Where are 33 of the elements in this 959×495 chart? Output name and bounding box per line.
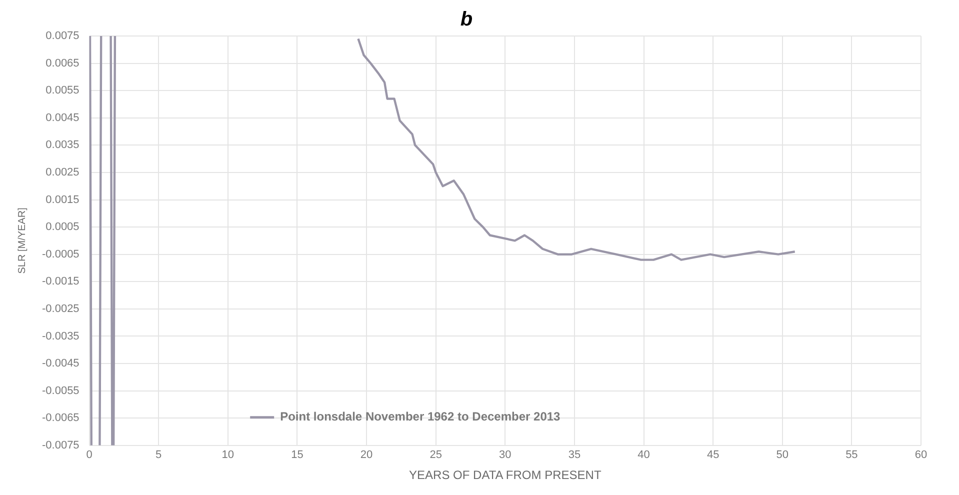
x-tick-label: 60 (914, 449, 928, 462)
x-tick-label: 5 (156, 449, 162, 462)
x-tick-label: 40 (638, 449, 650, 462)
y-tick-label: 0.0005 (46, 221, 80, 234)
y-tick-label: 0.0045 (46, 112, 80, 124)
y-tick-label: -0.0015 (42, 276, 80, 288)
y-tick-label: -0.0005 (42, 248, 80, 260)
y-tick-label: 0.0015 (46, 194, 80, 206)
y-tick-label: 0.0075 (46, 30, 80, 42)
x-tick-label: 0 (86, 449, 92, 462)
y-tick-label: 0.0065 (46, 57, 80, 70)
chart-title: b (460, 8, 473, 31)
x-tick-label: 50 (776, 449, 789, 462)
x-tick-label: 25 (430, 449, 442, 462)
x-tick-label: 55 (846, 449, 858, 462)
x-tick-label: 20 (360, 449, 373, 462)
y-tick-label: 0.0055 (46, 84, 80, 97)
y-tick-label: -0.0055 (42, 384, 80, 397)
x-tick-label: 45 (706, 449, 720, 462)
x-tick-label: 10 (222, 449, 234, 462)
y-axis-title: SLR [M/YEAR] (16, 207, 28, 274)
y-tick-label: 0.0025 (46, 166, 80, 178)
y-tick-label: -0.0065 (42, 412, 80, 424)
x-axis-title: YEARS OF DATA FROM PRESENT (409, 468, 602, 482)
y-tick-label: -0.0035 (42, 330, 80, 342)
y-tick-label: 0.0035 (46, 139, 80, 152)
y-tick-label: -0.0025 (42, 302, 80, 315)
x-tick-label: 15 (291, 449, 304, 462)
x-tick-label: 30 (499, 449, 512, 462)
legend-label: Point lonsdale November 1962 to December 2013 (280, 410, 561, 424)
y-tick-label: -0.0075 (42, 439, 80, 452)
y-tick-label: -0.0045 (42, 358, 80, 370)
x-tick-label: 35 (568, 449, 581, 462)
